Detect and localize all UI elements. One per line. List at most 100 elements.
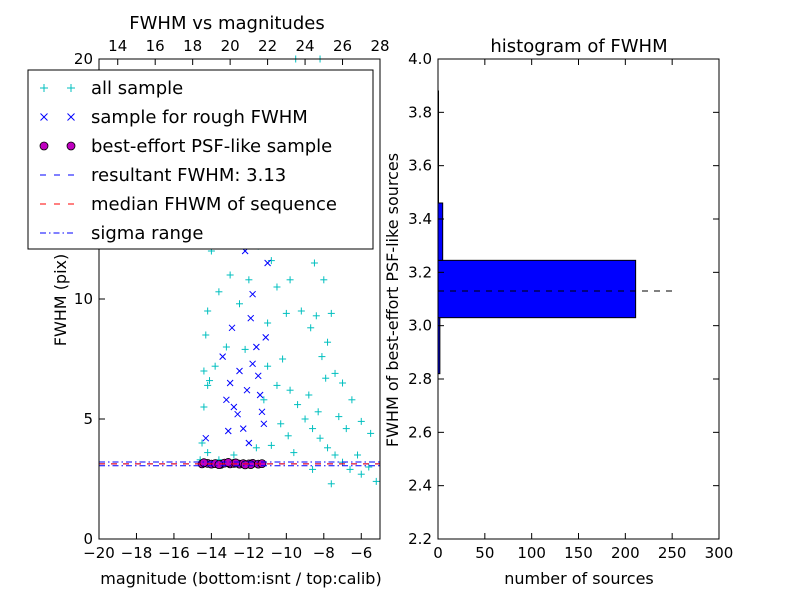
all-sample-point bbox=[215, 288, 223, 296]
all-sample-point bbox=[204, 381, 212, 389]
top-tick-label: 16 bbox=[146, 37, 165, 55]
psf-like-point bbox=[240, 460, 250, 470]
all-sample-point bbox=[312, 312, 320, 320]
rough-fwhm-point bbox=[260, 420, 268, 428]
x-b bbox=[219, 353, 226, 360]
y-tick-label: 3.2 bbox=[408, 263, 432, 281]
x-b bbox=[40, 113, 48, 121]
all-sample-point bbox=[284, 432, 292, 440]
all-sample-point bbox=[222, 343, 230, 351]
all-sample-point bbox=[357, 470, 365, 478]
x-tick-label: −8 bbox=[313, 544, 335, 562]
histogram-y-axis-label: FWHM of best-effort PSF-like sources bbox=[383, 153, 402, 447]
all-sample-point bbox=[318, 353, 326, 361]
all-sample-point bbox=[348, 396, 356, 404]
psf-like-point bbox=[199, 458, 209, 468]
x-b bbox=[254, 372, 262, 380]
x-tick-label: 100 bbox=[517, 544, 546, 562]
all-sample-point bbox=[314, 408, 322, 416]
all-sample-point bbox=[307, 324, 315, 332]
y-tick-label: 10 bbox=[74, 290, 93, 308]
x-b bbox=[224, 427, 232, 435]
x-b bbox=[223, 396, 230, 404]
rough-fwhm-point bbox=[234, 410, 241, 418]
x-b bbox=[239, 425, 247, 432]
x-tick-label: −20 bbox=[83, 544, 115, 562]
all-sample-point bbox=[324, 444, 332, 452]
x-tick-label: −6 bbox=[350, 544, 372, 562]
histogram-axes: 0 50 100 150 200 250 300 2.2 2.4 2.6 2.8 3.0 3.2 3.4 3… bbox=[408, 50, 733, 562]
rough-fwhm-point bbox=[247, 314, 255, 322]
x-tick-label: −10 bbox=[271, 544, 303, 562]
legend-handle bbox=[40, 84, 75, 92]
top-tick-label: 24 bbox=[296, 37, 315, 55]
x-b bbox=[228, 324, 236, 332]
all-sample-point bbox=[365, 463, 373, 471]
x-tick-label: 200 bbox=[611, 544, 640, 562]
top-tick-label: 20 bbox=[221, 37, 240, 55]
all-sample-point bbox=[290, 449, 298, 457]
all-sample-point bbox=[316, 434, 324, 442]
x-b bbox=[245, 439, 253, 447]
all-sample-point bbox=[297, 307, 305, 315]
all-sample-point bbox=[252, 444, 260, 452]
y-tick-label: 3.8 bbox=[408, 103, 432, 121]
y-tick-label: 2.6 bbox=[408, 423, 432, 441]
y-tick-label: 3.0 bbox=[408, 317, 432, 335]
all-sample-point bbox=[277, 420, 285, 428]
top-tick-label: 28 bbox=[370, 37, 389, 55]
rough-fwhm-point bbox=[258, 408, 266, 416]
all-sample-point bbox=[286, 276, 294, 284]
scatter-x-axis-label: magnitude (bottom:isnt / top:calib) bbox=[100, 569, 381, 588]
legend-label: median FHWM of sequence bbox=[91, 194, 337, 215]
rough-fwhm-point bbox=[224, 427, 232, 435]
top-tick-label: 22 bbox=[258, 37, 277, 55]
rough-fwhm-point bbox=[256, 391, 264, 399]
rough-fwhm-point bbox=[230, 403, 238, 411]
rough-fwhm-point bbox=[245, 439, 253, 447]
scatter-panel: FWHM vs magnitudes −20 −18 −16 −14 −12 −10 −8−… bbox=[27, 13, 390, 588]
histogram-bars bbox=[437, 90, 677, 375]
y-tick-label: 2.8 bbox=[408, 370, 432, 388]
x-b bbox=[226, 379, 234, 387]
x-b bbox=[262, 334, 270, 341]
y-tick-label: 2.2 bbox=[408, 530, 432, 548]
top-tick-label: 26 bbox=[333, 37, 352, 55]
all-sample-point bbox=[211, 362, 219, 370]
all-sample-point bbox=[230, 451, 238, 459]
rough-fwhm-point bbox=[262, 334, 270, 341]
all-sample-point bbox=[331, 369, 339, 377]
top-tick-label: 18 bbox=[183, 37, 202, 55]
dot bbox=[39, 141, 49, 151]
psf-like-point bbox=[214, 460, 224, 470]
all-sample-point bbox=[204, 449, 212, 457]
legend-label: best-effort PSF-like sample bbox=[91, 136, 332, 157]
all-sample-point bbox=[226, 271, 234, 279]
rough-fwhm-point bbox=[254, 372, 262, 380]
all-sample-point bbox=[309, 425, 317, 433]
all-sample-point bbox=[279, 355, 287, 363]
x-tick-label: −14 bbox=[196, 544, 228, 562]
all-sample-point bbox=[327, 309, 335, 317]
scatter-y-axis-label: FWHM (pix) bbox=[51, 254, 70, 347]
all-sample-point bbox=[267, 441, 275, 449]
x-tick-label: 50 bbox=[475, 544, 494, 562]
y-tick-label: 4.0 bbox=[408, 50, 432, 68]
x-b bbox=[256, 391, 264, 399]
all-sample-point bbox=[309, 465, 317, 473]
legend-handle bbox=[39, 141, 76, 151]
all-sample-point bbox=[294, 401, 302, 409]
rough-fwhm-point bbox=[249, 360, 256, 368]
y-tick-label: 3.4 bbox=[408, 210, 432, 228]
rough-fwhm-point bbox=[219, 353, 226, 360]
x-tick-label: 250 bbox=[658, 544, 687, 562]
all-sample-point bbox=[206, 377, 214, 385]
top-tick-label: 14 bbox=[108, 37, 127, 55]
x-b bbox=[264, 259, 271, 267]
dot bbox=[66, 141, 76, 151]
rough-fwhm-point bbox=[226, 379, 234, 387]
all-sample-point bbox=[331, 451, 339, 459]
reference-lines bbox=[99, 461, 380, 467]
all-sample-point bbox=[286, 386, 294, 394]
scatter-axes: −20 −18 −16 −14 −12 −10 −8 −6 14 16 18 20 22 24 26 28 0 5… bbox=[74, 37, 390, 562]
